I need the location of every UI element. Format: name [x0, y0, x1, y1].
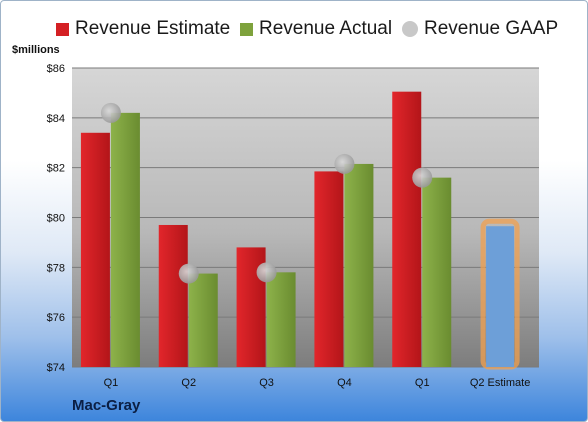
y-tick-label: $80: [47, 213, 65, 225]
x-tick-label: Q1: [104, 377, 119, 389]
point-revenue-gaap: [178, 263, 199, 284]
legend-label-actual: Revenue Actual: [259, 18, 393, 39]
x-tick-label: Q3: [259, 377, 274, 389]
point-revenue-gaap: [412, 167, 433, 188]
bar-revenue-estimate: [80, 132, 110, 367]
bar-revenue-estimate: [392, 91, 422, 367]
bar-revenue-estimate: [314, 171, 344, 367]
legend-item-revenue-actual: Revenue Actual: [240, 14, 392, 44]
y-tick-label: $84: [47, 113, 65, 125]
y-axis-unit-label: $millions: [12, 44, 60, 56]
bar-revenue-actual: [188, 273, 218, 367]
x-tick-label: Q1: [415, 377, 430, 389]
legend-swatch-actual: [240, 22, 253, 36]
y-tick-label: $82: [47, 163, 65, 175]
y-tick-label: $74: [47, 362, 65, 374]
y-tick-label: $76: [47, 312, 65, 324]
bar-revenue-actual: [422, 177, 452, 367]
bar-revenue-actual: [266, 272, 296, 367]
x-tick-label: Q4: [337, 377, 352, 389]
bar-revenue-actual: [110, 112, 140, 367]
point-revenue-gaap: [100, 102, 121, 123]
company-name: Mac-Gray: [72, 397, 141, 414]
bar-revenue-estimate: [158, 224, 188, 367]
legend-swatch-gaap: [402, 21, 418, 37]
legend-label-gaap: Revenue GAAP: [424, 18, 559, 39]
legend-swatch-estimate: [56, 22, 69, 36]
x-tick-label: Q2: [181, 377, 196, 389]
x-tick-label: Q2 Estimate: [470, 377, 531, 389]
legend-label-estimate: Revenue Estimate: [75, 18, 231, 39]
legend-item-revenue-estimate: Revenue Estimate: [56, 14, 230, 44]
point-revenue-gaap: [334, 153, 355, 174]
point-revenue-gaap: [256, 262, 277, 283]
bar-q2-estimate: [486, 226, 515, 367]
legend: Revenue Estimate Revenue Actual Revenue …: [0, 14, 588, 44]
legend-item-revenue-gaap: Revenue GAAP: [402, 14, 558, 44]
y-tick-label: $78: [47, 262, 65, 274]
y-tick-label: $86: [47, 63, 65, 75]
bar-revenue-actual: [344, 163, 374, 367]
